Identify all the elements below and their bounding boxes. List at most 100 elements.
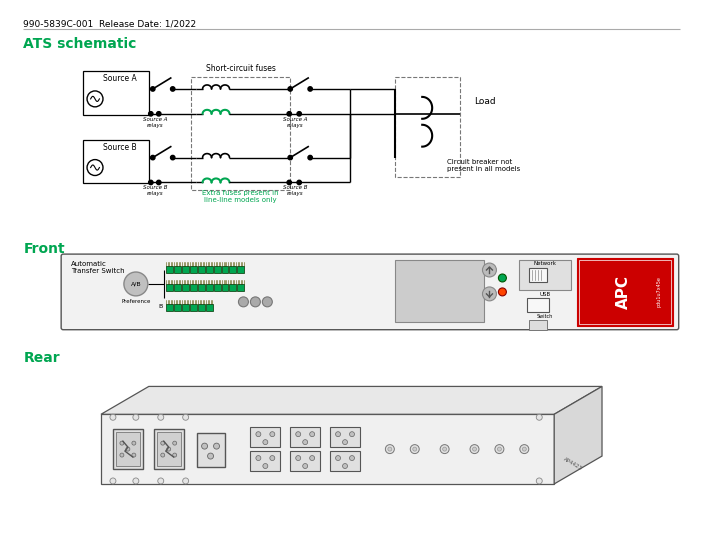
Circle shape <box>270 455 275 460</box>
Circle shape <box>173 453 176 457</box>
Circle shape <box>296 455 301 460</box>
Bar <box>395 77 460 178</box>
Circle shape <box>256 432 261 437</box>
Bar <box>395 260 484 322</box>
Bar <box>198 284 205 291</box>
Circle shape <box>349 432 354 437</box>
Text: AP4423: AP4423 <box>562 456 583 471</box>
Circle shape <box>183 414 188 420</box>
Text: ATS schematic: ATS schematic <box>23 37 136 51</box>
Circle shape <box>126 447 130 451</box>
Circle shape <box>132 441 136 445</box>
Bar <box>166 304 173 311</box>
Circle shape <box>150 156 155 160</box>
Polygon shape <box>101 386 602 414</box>
Circle shape <box>309 455 315 460</box>
Text: Source A
relays: Source A relays <box>283 117 307 128</box>
Text: Source A: Source A <box>103 75 137 83</box>
Bar <box>181 266 188 273</box>
Circle shape <box>124 272 148 296</box>
Text: Circuit breaker not
present in all models: Circuit breaker not present in all model… <box>447 158 520 172</box>
Circle shape <box>440 444 449 454</box>
Text: Source B
relays: Source B relays <box>143 185 167 196</box>
Bar <box>527 298 549 312</box>
Circle shape <box>385 444 394 454</box>
Circle shape <box>413 447 417 451</box>
Bar <box>214 266 221 273</box>
Circle shape <box>349 455 354 460</box>
Bar <box>330 427 360 447</box>
Circle shape <box>308 156 312 160</box>
Circle shape <box>303 439 308 444</box>
Text: Network: Network <box>534 261 557 266</box>
Circle shape <box>87 159 103 175</box>
Circle shape <box>498 288 506 296</box>
Circle shape <box>495 444 504 454</box>
Bar <box>214 284 221 291</box>
Circle shape <box>335 455 340 460</box>
Bar <box>290 451 320 471</box>
Bar <box>250 427 280 447</box>
Circle shape <box>157 478 164 484</box>
Bar <box>190 284 197 291</box>
Circle shape <box>171 156 175 160</box>
Text: Short-circuit fuses: Short-circuit fuses <box>205 64 276 73</box>
Text: Extra fuses present in
line-line models only: Extra fuses present in line-line models … <box>202 190 279 203</box>
Polygon shape <box>101 414 554 484</box>
Circle shape <box>388 447 392 451</box>
Circle shape <box>288 87 292 91</box>
Bar <box>238 266 245 273</box>
Circle shape <box>120 441 124 445</box>
Text: Source B
relays: Source B relays <box>283 185 307 196</box>
Polygon shape <box>554 386 602 484</box>
Text: Source A
relays: Source A relays <box>143 117 167 128</box>
Bar <box>250 451 280 471</box>
Circle shape <box>167 447 171 451</box>
Circle shape <box>214 443 219 449</box>
Bar <box>529 320 547 330</box>
Circle shape <box>150 87 155 91</box>
Text: Automatic
Transfer Switch: Automatic Transfer Switch <box>71 261 124 274</box>
Bar <box>190 266 197 273</box>
Text: B: B <box>159 304 163 309</box>
Circle shape <box>303 464 308 469</box>
Circle shape <box>133 478 139 484</box>
Circle shape <box>133 414 139 420</box>
Circle shape <box>536 478 542 484</box>
Bar <box>174 304 181 311</box>
Text: Load: Load <box>475 97 496 106</box>
Circle shape <box>287 180 292 185</box>
Bar <box>205 266 212 273</box>
Bar <box>181 304 188 311</box>
Circle shape <box>157 112 161 116</box>
Circle shape <box>157 180 161 185</box>
Circle shape <box>110 414 116 420</box>
Bar <box>198 304 205 311</box>
Circle shape <box>297 112 302 116</box>
Circle shape <box>443 447 446 451</box>
Bar <box>83 140 149 184</box>
Text: Source B: Source B <box>103 143 136 152</box>
Bar <box>166 284 173 291</box>
Circle shape <box>263 464 268 469</box>
Circle shape <box>482 263 496 277</box>
Bar <box>191 77 290 190</box>
Circle shape <box>536 414 542 420</box>
Circle shape <box>263 439 268 444</box>
Bar <box>529 268 547 282</box>
Circle shape <box>296 432 301 437</box>
Circle shape <box>148 180 153 185</box>
Text: APC: APC <box>615 275 631 309</box>
Circle shape <box>202 443 207 449</box>
Text: Preference: Preference <box>121 299 150 304</box>
Circle shape <box>287 112 292 116</box>
Circle shape <box>256 455 261 460</box>
Circle shape <box>183 478 188 484</box>
Circle shape <box>520 444 529 454</box>
Text: A/B: A/B <box>131 282 141 287</box>
FancyBboxPatch shape <box>61 254 678 330</box>
Bar <box>205 304 212 311</box>
Circle shape <box>498 447 501 451</box>
Bar <box>330 451 360 471</box>
Bar <box>229 266 236 273</box>
